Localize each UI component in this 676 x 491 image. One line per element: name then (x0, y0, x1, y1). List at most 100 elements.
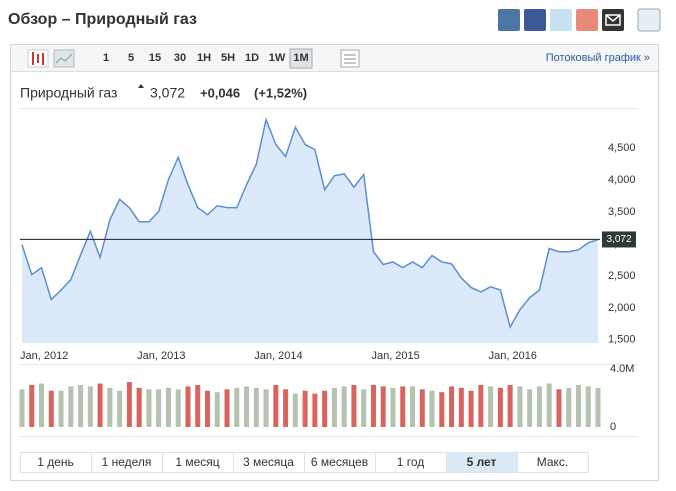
area-glyph (55, 53, 73, 64)
volume-bar (488, 386, 494, 427)
range-label: 5 лет (467, 455, 497, 469)
volume-bar (312, 393, 318, 427)
volume-bar (68, 386, 74, 427)
volume-bar (410, 386, 416, 427)
volume-bar (556, 389, 562, 427)
volume-bar (204, 390, 210, 427)
range-label: 6 месяцев (311, 455, 368, 469)
volume-bar (263, 389, 269, 427)
volume-bar (87, 386, 93, 427)
toolbar (11, 45, 658, 71)
volume-bar (244, 386, 250, 427)
range-label: 1 неделя (102, 455, 152, 469)
instrument-name: Природный газ (20, 85, 117, 101)
x-tick-label: Jan, 2016 (489, 350, 537, 362)
volume-bar (331, 387, 337, 427)
volume-bar (370, 384, 376, 427)
volume-bar (419, 389, 425, 427)
y-tick-label: 4,000 (608, 174, 636, 186)
stream-link[interactable]: Потоковый график » (546, 52, 650, 64)
info-icon[interactable] (637, 8, 661, 32)
google-icon[interactable] (576, 9, 598, 31)
change-pct: (+1,52%) (254, 85, 307, 100)
volume-bar (292, 393, 298, 427)
volume-bar (29, 384, 35, 427)
volume-bar (253, 387, 259, 427)
range-label: 1 год (397, 455, 425, 469)
page-title: Обзор – Природный газ (8, 11, 197, 28)
volume-bar (107, 387, 113, 427)
volume-bar (156, 389, 162, 427)
interval-button[interactable]: 1W (269, 52, 286, 64)
area-fill (22, 119, 598, 343)
volume-bar (234, 387, 240, 427)
volume-bar (126, 382, 132, 427)
volume-tick-label: 4.0M (610, 363, 634, 375)
y-tick-label: 4,500 (608, 142, 636, 154)
volume-bar (497, 387, 503, 427)
up-arrow (138, 84, 144, 88)
vk-icon[interactable] (498, 9, 520, 31)
volume-bar (78, 384, 84, 427)
twitter-icon[interactable] (550, 9, 572, 31)
volume-bar (449, 386, 455, 427)
y-tick-label: 2,500 (608, 270, 636, 282)
volume-bar (517, 386, 523, 427)
volume-bar (468, 390, 474, 427)
volume-bar (175, 389, 181, 427)
share-icons (498, 8, 661, 32)
volume-bar (595, 387, 601, 427)
range-button[interactable] (517, 452, 589, 473)
price-line (21, 116, 599, 330)
volume-bar (536, 386, 542, 427)
volume-bar (439, 392, 445, 427)
volume-bar (575, 384, 581, 427)
volume-bar (322, 390, 328, 427)
area-icon[interactable] (53, 49, 75, 68)
volume-bar (97, 383, 103, 427)
interval-button[interactable]: 30 (174, 52, 186, 64)
volume-bar (527, 389, 533, 427)
volume-bar (380, 386, 386, 427)
x-tick-label: Jan, 2013 (137, 350, 185, 362)
volume-bar (48, 390, 54, 427)
volume-bar (19, 389, 25, 427)
last-price-label: 3,072 (606, 234, 631, 245)
interval-button[interactable]: 1M (293, 52, 308, 64)
x-tick-label: Jan, 2014 (254, 350, 302, 362)
volume-bar (351, 384, 357, 427)
interval-button[interactable]: 15 (149, 52, 161, 64)
range-label: Макс. (537, 455, 569, 469)
quote: Природный газ 3,072 +0,046 (+1,52%) (20, 84, 307, 101)
volume-tick-label: 0 (610, 421, 616, 433)
volume-bar (273, 384, 279, 427)
x-tick-label: Jan, 2012 (20, 350, 68, 362)
volume-bar (361, 389, 367, 427)
interval-button[interactable]: 5 (128, 52, 134, 64)
volume-bar (546, 383, 552, 427)
volume-bar (58, 390, 64, 427)
volume-bar (507, 384, 513, 427)
interval-button[interactable]: 1H (197, 52, 211, 64)
volume-bar (566, 387, 572, 427)
y-tick-label: 3,500 (608, 206, 636, 218)
volume-bar (117, 390, 123, 427)
x-tick-label: Jan, 2015 (371, 350, 419, 362)
range-label: 1 день (37, 455, 74, 469)
interval-button[interactable]: 5H (221, 52, 235, 64)
volume-bar (429, 390, 435, 427)
volume-bar (165, 387, 171, 427)
volume-bar (146, 389, 152, 427)
interval-selected (289, 48, 313, 69)
volume-bar (195, 384, 201, 427)
volume-bar (458, 387, 464, 427)
volume-bar (224, 389, 230, 427)
interval-button[interactable]: 1 (103, 52, 109, 64)
volume-bar (185, 386, 191, 427)
volume-bar (283, 389, 289, 427)
candle-glyph (32, 52, 44, 65)
volume-bar (302, 390, 308, 427)
volume-bar (136, 387, 142, 427)
interval-button[interactable]: 1D (245, 52, 259, 64)
facebook-icon[interactable] (524, 9, 546, 31)
